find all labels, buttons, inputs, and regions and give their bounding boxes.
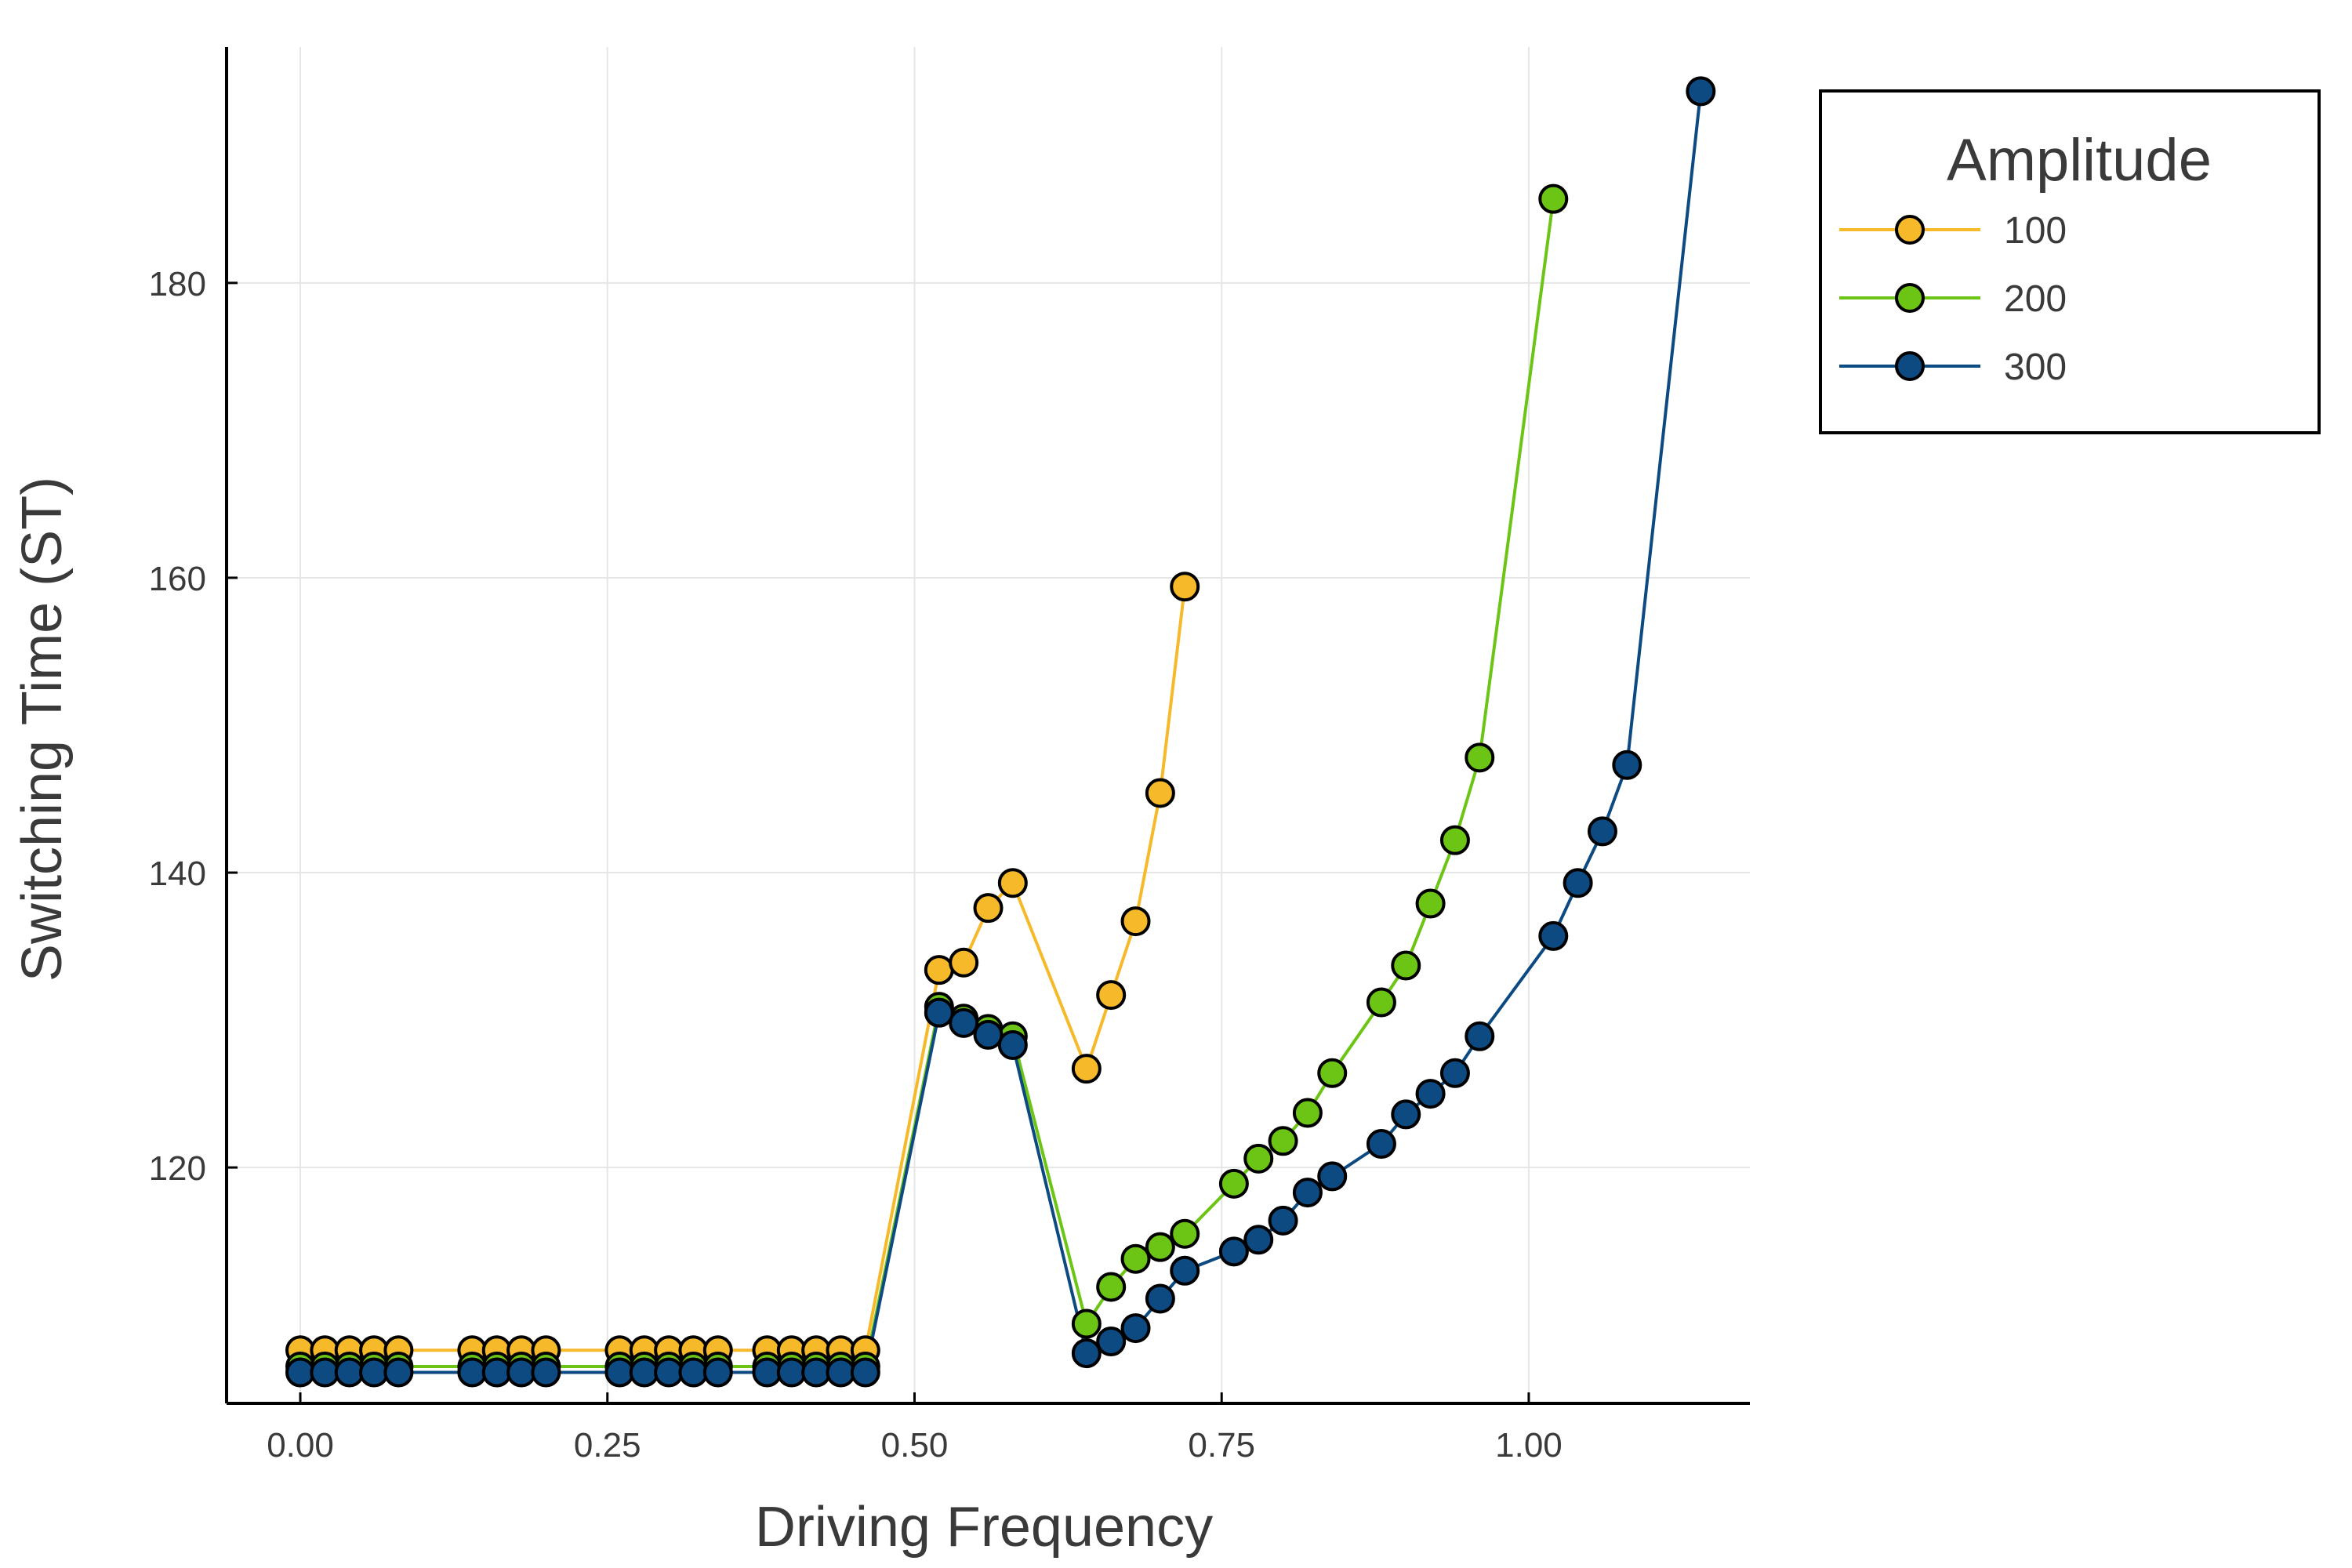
data-point-300 bbox=[1465, 1021, 1495, 1051]
tick-labels: 0.00 0.25 0.50 0.75 1.00 120 140 160 180 bbox=[149, 265, 1563, 1465]
legend-marker-100 bbox=[1895, 215, 1925, 245]
data-point-200 bbox=[1096, 1272, 1127, 1302]
data-point-300 bbox=[1317, 1161, 1348, 1192]
data-point-300 bbox=[285, 1357, 316, 1388]
legend: Amplitude 100 200 300 bbox=[1819, 89, 2321, 434]
data-point-300 bbox=[1415, 1079, 1446, 1109]
data-point-200 bbox=[1243, 1143, 1274, 1174]
y-axis-title: Switching Time (ST) bbox=[11, 477, 74, 982]
y-tick-label: 160 bbox=[149, 560, 206, 598]
data-point-300 bbox=[1292, 1178, 1323, 1208]
data-point-300 bbox=[702, 1357, 733, 1388]
data-point-100 bbox=[1096, 980, 1127, 1011]
data-point-100 bbox=[997, 868, 1028, 898]
x-axis-title: Driving Frequency bbox=[755, 1496, 1213, 1559]
x-tick-label: 0.50 bbox=[881, 1426, 949, 1465]
data-point-300 bbox=[604, 1357, 635, 1388]
data-point-100 bbox=[1145, 778, 1175, 808]
data-point-300 bbox=[1366, 1129, 1396, 1160]
data-point-300 bbox=[801, 1357, 832, 1388]
data-point-300 bbox=[949, 1007, 979, 1038]
legend-marker-300 bbox=[1895, 351, 1925, 381]
data-point-300 bbox=[1243, 1225, 1274, 1255]
data-point-300 bbox=[310, 1357, 340, 1388]
legend-label-200: 200 bbox=[2004, 278, 2067, 320]
data-point-100 bbox=[949, 947, 979, 978]
y-tick-label: 140 bbox=[149, 855, 206, 893]
grid bbox=[227, 47, 1750, 1403]
data-point-300 bbox=[1538, 920, 1569, 951]
data-point-300 bbox=[1439, 1058, 1470, 1088]
data-point-300 bbox=[629, 1357, 659, 1388]
data-point-300 bbox=[359, 1357, 390, 1388]
series-points bbox=[285, 76, 1716, 1388]
data-point-300 bbox=[531, 1357, 561, 1388]
x-tick-label: 1.00 bbox=[1495, 1426, 1563, 1465]
data-point-300 bbox=[973, 1019, 1004, 1050]
data-point-300 bbox=[776, 1357, 807, 1388]
data-point-200 bbox=[1391, 950, 1421, 981]
data-point-300 bbox=[506, 1357, 537, 1388]
data-point-300 bbox=[1170, 1255, 1200, 1286]
data-point-200 bbox=[1415, 888, 1446, 919]
data-point-300 bbox=[1587, 816, 1617, 847]
data-point-200 bbox=[1218, 1168, 1249, 1199]
data-point-100 bbox=[924, 955, 954, 985]
series-line-100 bbox=[300, 586, 1187, 1352]
data-point-300 bbox=[1145, 1283, 1175, 1314]
data-point-100 bbox=[973, 893, 1004, 924]
data-point-200 bbox=[1071, 1308, 1102, 1339]
legend-entries: 100 200 300 bbox=[1839, 210, 2067, 388]
axes bbox=[225, 47, 1750, 1405]
data-point-300 bbox=[1563, 868, 1593, 898]
data-point-300 bbox=[826, 1357, 856, 1388]
data-point-200 bbox=[1292, 1098, 1323, 1128]
data-point-300 bbox=[1096, 1327, 1127, 1357]
data-point-300 bbox=[1218, 1236, 1249, 1267]
x-tick-label: 0.00 bbox=[267, 1426, 334, 1465]
data-point-300 bbox=[383, 1357, 414, 1388]
data-point-200 bbox=[1465, 742, 1495, 773]
data-point-300 bbox=[1612, 750, 1642, 780]
data-point-300 bbox=[457, 1357, 488, 1388]
data-point-300 bbox=[1268, 1205, 1298, 1236]
data-point-300 bbox=[678, 1357, 709, 1388]
data-point-100 bbox=[1170, 572, 1200, 602]
y-tick-label: 120 bbox=[149, 1149, 206, 1188]
legend-label-100: 100 bbox=[2004, 210, 2067, 252]
data-point-300 bbox=[997, 1030, 1028, 1061]
data-point-300 bbox=[850, 1357, 880, 1388]
legend-label-300: 300 bbox=[2004, 347, 2067, 388]
legend-marker-200 bbox=[1895, 283, 1925, 313]
data-point-200 bbox=[1120, 1243, 1151, 1274]
data-point-300 bbox=[654, 1357, 684, 1388]
data-point-100 bbox=[1120, 906, 1151, 937]
data-point-300 bbox=[1120, 1313, 1151, 1344]
data-point-300 bbox=[1391, 1099, 1421, 1130]
x-tick-label: 0.25 bbox=[574, 1426, 641, 1465]
data-point-300 bbox=[334, 1357, 365, 1388]
legend-title: Amplitude bbox=[1947, 127, 2212, 194]
y-tick-label: 180 bbox=[149, 265, 206, 303]
data-point-200 bbox=[1145, 1232, 1175, 1262]
data-point-200 bbox=[1317, 1058, 1348, 1088]
data-point-300 bbox=[752, 1357, 782, 1388]
data-point-200 bbox=[1366, 987, 1396, 1018]
data-point-300 bbox=[481, 1357, 512, 1388]
data-point-300 bbox=[1071, 1338, 1102, 1369]
data-point-200 bbox=[1538, 183, 1569, 214]
data-point-300 bbox=[1686, 76, 1716, 107]
data-point-200 bbox=[1170, 1218, 1200, 1249]
x-tick-label: 0.75 bbox=[1188, 1426, 1255, 1465]
data-point-300 bbox=[924, 997, 954, 1028]
data-point-200 bbox=[1439, 825, 1470, 855]
data-point-200 bbox=[1268, 1126, 1298, 1156]
data-point-100 bbox=[1071, 1054, 1102, 1084]
